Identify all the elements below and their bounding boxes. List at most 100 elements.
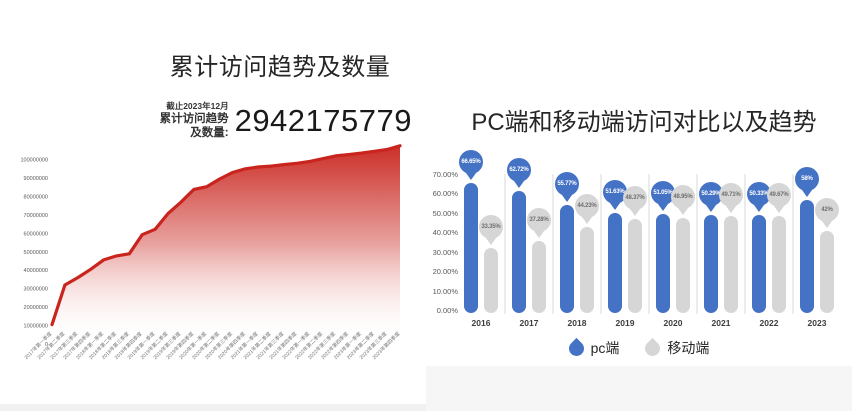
y-axis-tick-label: 70.00%	[432, 169, 458, 179]
balloon-tail	[678, 207, 688, 215]
mobile-bar	[724, 216, 738, 313]
cumulative-area-chart: 100000000 90000000 80000000 70000000 6000000…	[20, 144, 402, 361]
balloon-tail	[562, 194, 572, 202]
mobile-bar	[484, 248, 498, 313]
group-separator-line	[600, 174, 602, 314]
balloon-tail	[754, 205, 764, 213]
balloon-tail	[610, 202, 620, 210]
data-label: 49.67%	[769, 192, 789, 199]
data-label: 49.71%	[721, 192, 741, 199]
stat-title-label: 累计访问趋势及数量:	[159, 112, 229, 139]
svg-text:30000000: 30000000	[24, 287, 48, 293]
mobile-value-balloon: 42%	[815, 198, 839, 223]
pc-bar	[656, 213, 670, 313]
balloon-tail	[802, 190, 812, 198]
x-axis-year-label: 2017	[519, 318, 539, 328]
balloon-tail	[774, 206, 784, 214]
group-separator-line	[744, 174, 746, 314]
balloon-tail	[582, 217, 592, 225]
background-strip-bottom	[0, 404, 426, 411]
balloon-tail	[466, 173, 476, 181]
y-axis-tick-label: 50.00%	[432, 208, 458, 218]
x-axis-year-label: 2020	[663, 318, 683, 328]
data-label: 55.77%	[557, 180, 577, 187]
balloon-tail	[486, 238, 496, 246]
mobile-bar	[820, 231, 834, 313]
svg-text:50000000: 50000000	[24, 250, 48, 256]
pc-value-balloon: 66.65%	[459, 150, 483, 175]
mobile-bar	[532, 240, 546, 313]
group-separator-line	[696, 174, 698, 314]
svg-text:100000000: 100000000	[20, 158, 48, 164]
pc-bar	[512, 191, 526, 313]
balloon-tail	[706, 205, 716, 213]
pc-bar	[704, 215, 718, 313]
background-strip-right	[426, 366, 852, 411]
x-axis-year-label: 2022	[759, 318, 779, 328]
legend-label: pc端	[590, 340, 620, 356]
stat-asof-label: 截止2023年12月	[166, 101, 229, 111]
svg-text:60000000: 60000000	[24, 231, 48, 237]
data-label: 33.35%	[481, 224, 501, 231]
data-label: 51.05%	[653, 189, 673, 196]
data-label: 62.72%	[509, 167, 529, 174]
y-axis-tick-label: 0.00%	[436, 306, 458, 315]
y-axis-tick-label: 10.00%	[432, 286, 458, 296]
pc-value-balloon: 58%	[795, 167, 819, 192]
balloon-tail	[822, 221, 832, 229]
mobile-bar	[580, 227, 594, 313]
mobile-value-balloon: 48.95%	[671, 184, 695, 209]
balloon-tail	[726, 206, 736, 214]
pc-bar	[608, 212, 622, 313]
left-chart-title: 累计访问趋势及数量	[169, 54, 391, 82]
y-axis-tick-label: 40.00%	[432, 228, 458, 238]
legend-label: 移动端	[667, 340, 710, 356]
group-separator-line	[552, 174, 554, 314]
pc-bar	[560, 204, 574, 313]
mobile-value-balloon: 49.67%	[767, 183, 791, 208]
x-axis-year-label: 2023	[807, 318, 827, 328]
mobile-bar	[772, 216, 786, 313]
mobile-bar	[676, 217, 690, 313]
balloon-tail	[658, 203, 668, 211]
stat-value: 2942175779	[234, 102, 412, 138]
svg-text:80000000: 80000000	[24, 194, 48, 200]
pc-value-balloon: 62.72%	[507, 158, 531, 183]
data-label: 58%	[801, 176, 813, 183]
group-separator-line	[648, 174, 650, 314]
cumulative-stat: 截止2023年12月 累计访问趋势及数量: 2942175779	[150, 101, 412, 140]
data-label: 48.95%	[673, 193, 693, 200]
legend-drop-icon	[642, 337, 664, 359]
x-axis-year-label: 2021	[711, 318, 731, 328]
svg-text:70000000: 70000000	[24, 213, 48, 219]
data-label: 42%	[821, 207, 833, 214]
data-label: 48.37%	[625, 194, 645, 201]
y-axis-tick-label: 30.00%	[432, 247, 458, 257]
x-axis-year-label: 2018	[567, 318, 587, 328]
data-label: 50.29%	[701, 191, 721, 198]
svg-text:90000000: 90000000	[24, 176, 48, 182]
mobile-value-balloon: 37.28%	[527, 207, 551, 232]
svg-text:40000000: 40000000	[24, 268, 48, 274]
mobile-value-balloon: 33.35%	[479, 215, 503, 240]
pc-bar	[800, 200, 814, 313]
pc-bar	[464, 183, 478, 313]
stat-labels: 截止2023年12月 累计访问趋势及数量:	[150, 101, 229, 140]
data-label: 51.63%	[605, 188, 625, 195]
mobile-bar	[628, 218, 642, 313]
legend-drop-icon	[565, 337, 587, 359]
data-label: 37.28%	[529, 216, 549, 223]
svg-text:10000000: 10000000	[24, 324, 48, 330]
mobile-value-balloon: 44.23%	[575, 194, 599, 219]
group-separator-line	[504, 174, 506, 314]
mobile-value-balloon: 49.71%	[719, 183, 743, 208]
balloon-tail	[630, 208, 640, 216]
x-axis-year-label: 2019	[615, 318, 635, 328]
right-chart-title: PC端和移动端访问对比以及趋势	[471, 108, 817, 136]
chart-legend: pc端 移动端	[426, 337, 852, 359]
pc-bar	[752, 215, 766, 313]
balloon-tail	[534, 230, 544, 238]
y-axis-tick-label: 20.00%	[432, 267, 458, 277]
